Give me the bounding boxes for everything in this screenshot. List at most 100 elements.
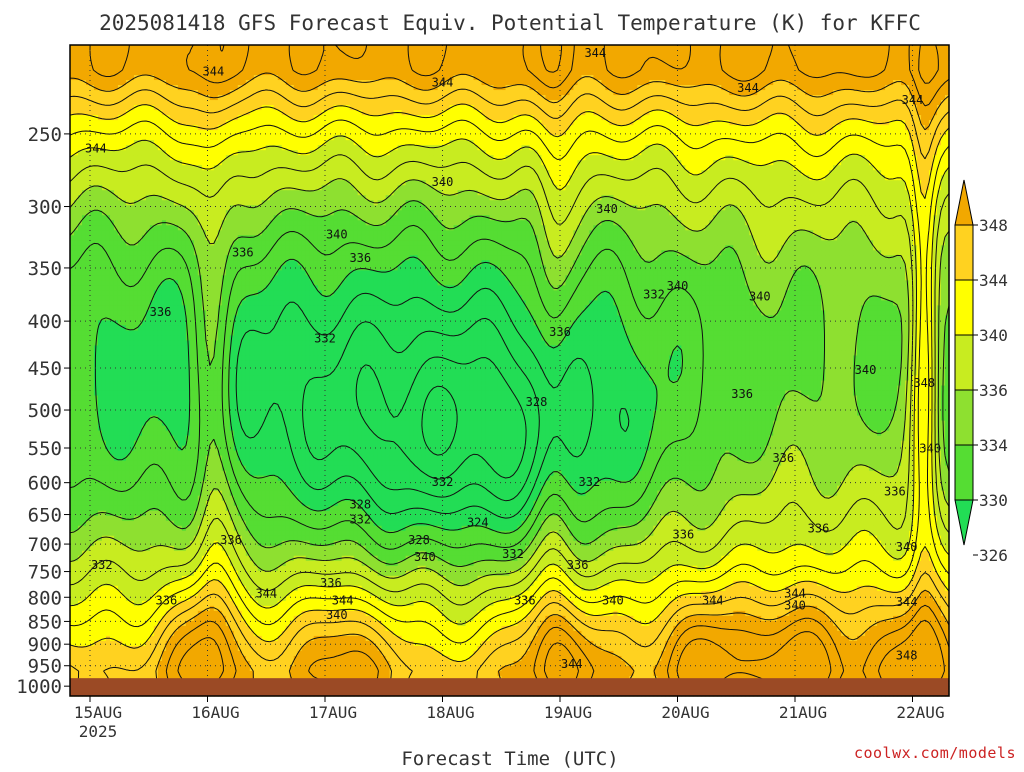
field-cell [869, 45, 874, 51]
field-cell [134, 50, 139, 56]
field-cell [681, 60, 686, 66]
field-cell [705, 55, 710, 61]
field-cell [170, 45, 175, 51]
field-cell [653, 75, 658, 81]
field-cell [390, 60, 395, 66]
field-cell [629, 60, 634, 66]
field-cell [330, 70, 335, 76]
field-cell [470, 45, 475, 51]
field-cell [262, 55, 267, 61]
field-cell [406, 75, 411, 81]
field-cell [150, 50, 155, 56]
field-cell [310, 55, 315, 61]
field-cell [378, 55, 383, 61]
field-cell [901, 60, 906, 66]
field-cell [773, 55, 778, 61]
field-cell [282, 65, 287, 71]
field-cell [857, 45, 862, 51]
field-cell [861, 70, 866, 76]
field-cell [561, 70, 566, 76]
field-cell [370, 60, 375, 66]
field-cell [362, 70, 367, 76]
field-cell [366, 75, 371, 81]
field-cell [154, 50, 159, 56]
field-cell [314, 45, 319, 51]
field-cell [525, 50, 530, 56]
field-cell [74, 80, 79, 86]
field-cell [358, 70, 363, 76]
field-cell [82, 50, 87, 56]
field-cell [817, 60, 822, 66]
field-cell [210, 45, 215, 51]
field-cell [629, 45, 634, 51]
field-cell [74, 70, 79, 76]
field-cell [230, 60, 235, 66]
field-cell [621, 55, 626, 61]
field-cell [621, 50, 626, 56]
field-cell [154, 55, 159, 61]
field-cell [138, 45, 143, 51]
field-cell [733, 45, 738, 51]
field-cell [478, 55, 483, 61]
field-cell [138, 65, 143, 71]
field-cell [877, 65, 882, 71]
field-cell [102, 70, 107, 76]
field-cell [697, 60, 702, 66]
field-cell [693, 50, 698, 56]
field-cell [182, 45, 187, 51]
field-cell [494, 45, 499, 51]
field-cell [721, 75, 726, 81]
field-cell [645, 50, 650, 56]
field-cell [621, 65, 626, 71]
field-cell [841, 45, 846, 51]
field-cell [230, 55, 235, 61]
field-cell [78, 65, 83, 71]
field-cell [685, 70, 690, 76]
field-cell [502, 65, 507, 71]
field-cell [182, 50, 187, 56]
field-cell [869, 65, 874, 71]
field-cell [841, 50, 846, 56]
field-cell [298, 55, 303, 61]
field-cell [454, 45, 459, 51]
field-cell [474, 60, 479, 66]
field-cell [158, 55, 163, 61]
field-cell [709, 45, 714, 51]
field-cell [601, 75, 606, 81]
field-cell [462, 75, 467, 81]
field-cell [821, 60, 826, 66]
field-cell [462, 50, 467, 56]
field-cell [186, 45, 191, 51]
field-cell [849, 75, 854, 81]
field-cell [302, 65, 307, 71]
field-cell [861, 45, 866, 51]
field-cell [649, 70, 654, 76]
field-cell [753, 55, 758, 61]
field-cell [581, 60, 586, 66]
field-cell [346, 70, 351, 76]
field-cell [861, 50, 866, 56]
field-cell [282, 55, 287, 61]
field-cell [825, 55, 830, 61]
field-cell [805, 45, 810, 51]
field-cell [430, 60, 435, 66]
field-cell [470, 65, 475, 71]
field-cell [418, 55, 423, 61]
field-cell [665, 70, 670, 76]
field-cell [498, 75, 503, 81]
field-cell [402, 60, 407, 66]
field-cell [925, 55, 930, 61]
field-cell [502, 60, 507, 66]
field-cell [194, 45, 199, 51]
field-cell [637, 55, 642, 61]
field-cell [577, 55, 582, 61]
field-cell [801, 60, 806, 66]
field-cell [777, 50, 782, 56]
field-cell [809, 60, 814, 66]
field-cell [494, 70, 499, 76]
field-cell [398, 60, 403, 66]
field-cell [913, 65, 918, 71]
field-cell [250, 65, 255, 71]
field-cell [246, 60, 251, 66]
field-cell [685, 45, 690, 51]
